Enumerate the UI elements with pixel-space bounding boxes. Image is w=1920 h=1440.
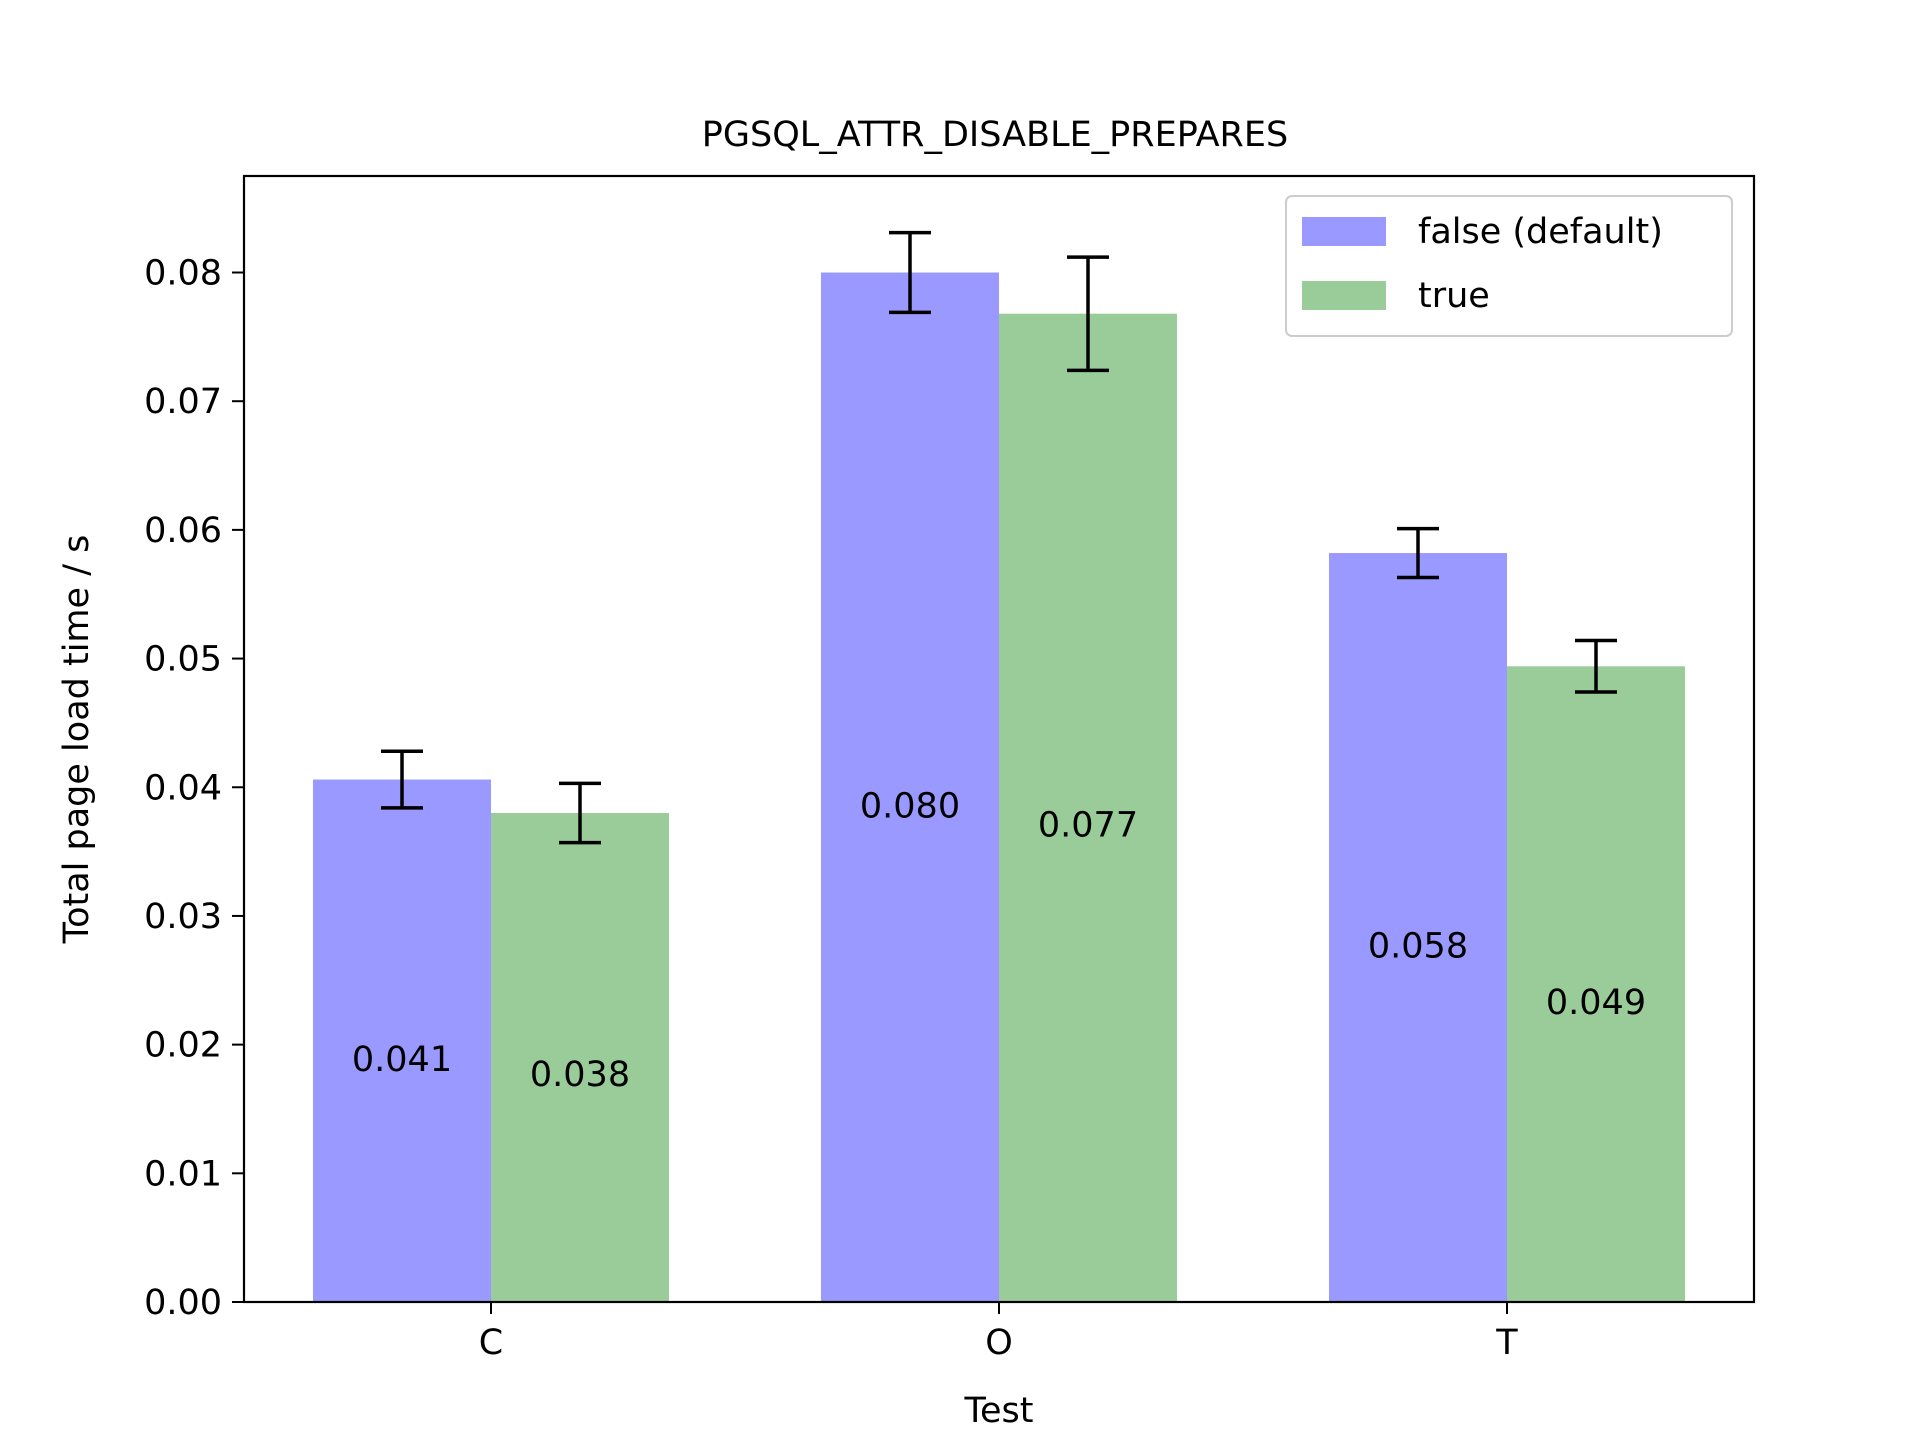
legend-frame — [1285, 195, 1733, 337]
legend-label-1: true — [1418, 276, 1490, 316]
y-tick-label: 0.05 — [144, 640, 222, 680]
legend: false (default) true — [1285, 195, 1733, 337]
bar-O-1 — [999, 313, 1177, 1302]
y-tick-label: 0.04 — [144, 768, 222, 808]
y-tick-label: 0.08 — [144, 254, 222, 294]
legend-swatch-1 — [1302, 281, 1386, 310]
data-label-C-1: 0.038 — [530, 1055, 630, 1095]
y-tick-label: 0.02 — [144, 1026, 222, 1066]
plot-area: 0.041 0.080 0.058 0.038 0.077 0.049 — [313, 230, 1685, 1302]
bar-C-1 — [491, 812, 669, 1302]
bar-C-0 — [313, 779, 491, 1302]
data-label-T-0: 0.058 — [1368, 927, 1468, 967]
y-tick-label: 0.01 — [144, 1154, 222, 1194]
data-label-O-0: 0.080 — [860, 786, 960, 826]
axes: 0.00 0.01 0.02 0.03 0.04 0.05 0.06 0.07 0.08 C O T — [144, 254, 1518, 1363]
legend-swatch-0 — [1302, 217, 1386, 246]
y-tick-label: 0.07 — [144, 382, 222, 422]
data-label-C-0: 0.041 — [352, 1040, 452, 1080]
legend-label-0: false (default) — [1418, 212, 1663, 252]
y-tick-label: 0.03 — [144, 897, 222, 937]
y-tick-label: 0.00 — [144, 1283, 222, 1323]
x-tick-label-T: T — [1495, 1323, 1518, 1363]
x-tick-label-O: O — [985, 1323, 1013, 1363]
data-label-T-1: 0.049 — [1546, 983, 1646, 1023]
x-tick-label-C: C — [479, 1323, 503, 1363]
chart-title: PGSQL_ATTR_DISABLE_PREPARES — [702, 115, 1288, 155]
bar-O-0 — [821, 272, 999, 1302]
y-tick-label: 0.06 — [144, 511, 222, 551]
x-axis-label: Test — [964, 1391, 1034, 1431]
y-axis-label: Total page load time / s — [57, 535, 97, 945]
bar-T-0 — [1329, 553, 1507, 1302]
bar-T-1 — [1507, 666, 1685, 1302]
data-label-O-1: 0.077 — [1038, 806, 1138, 846]
